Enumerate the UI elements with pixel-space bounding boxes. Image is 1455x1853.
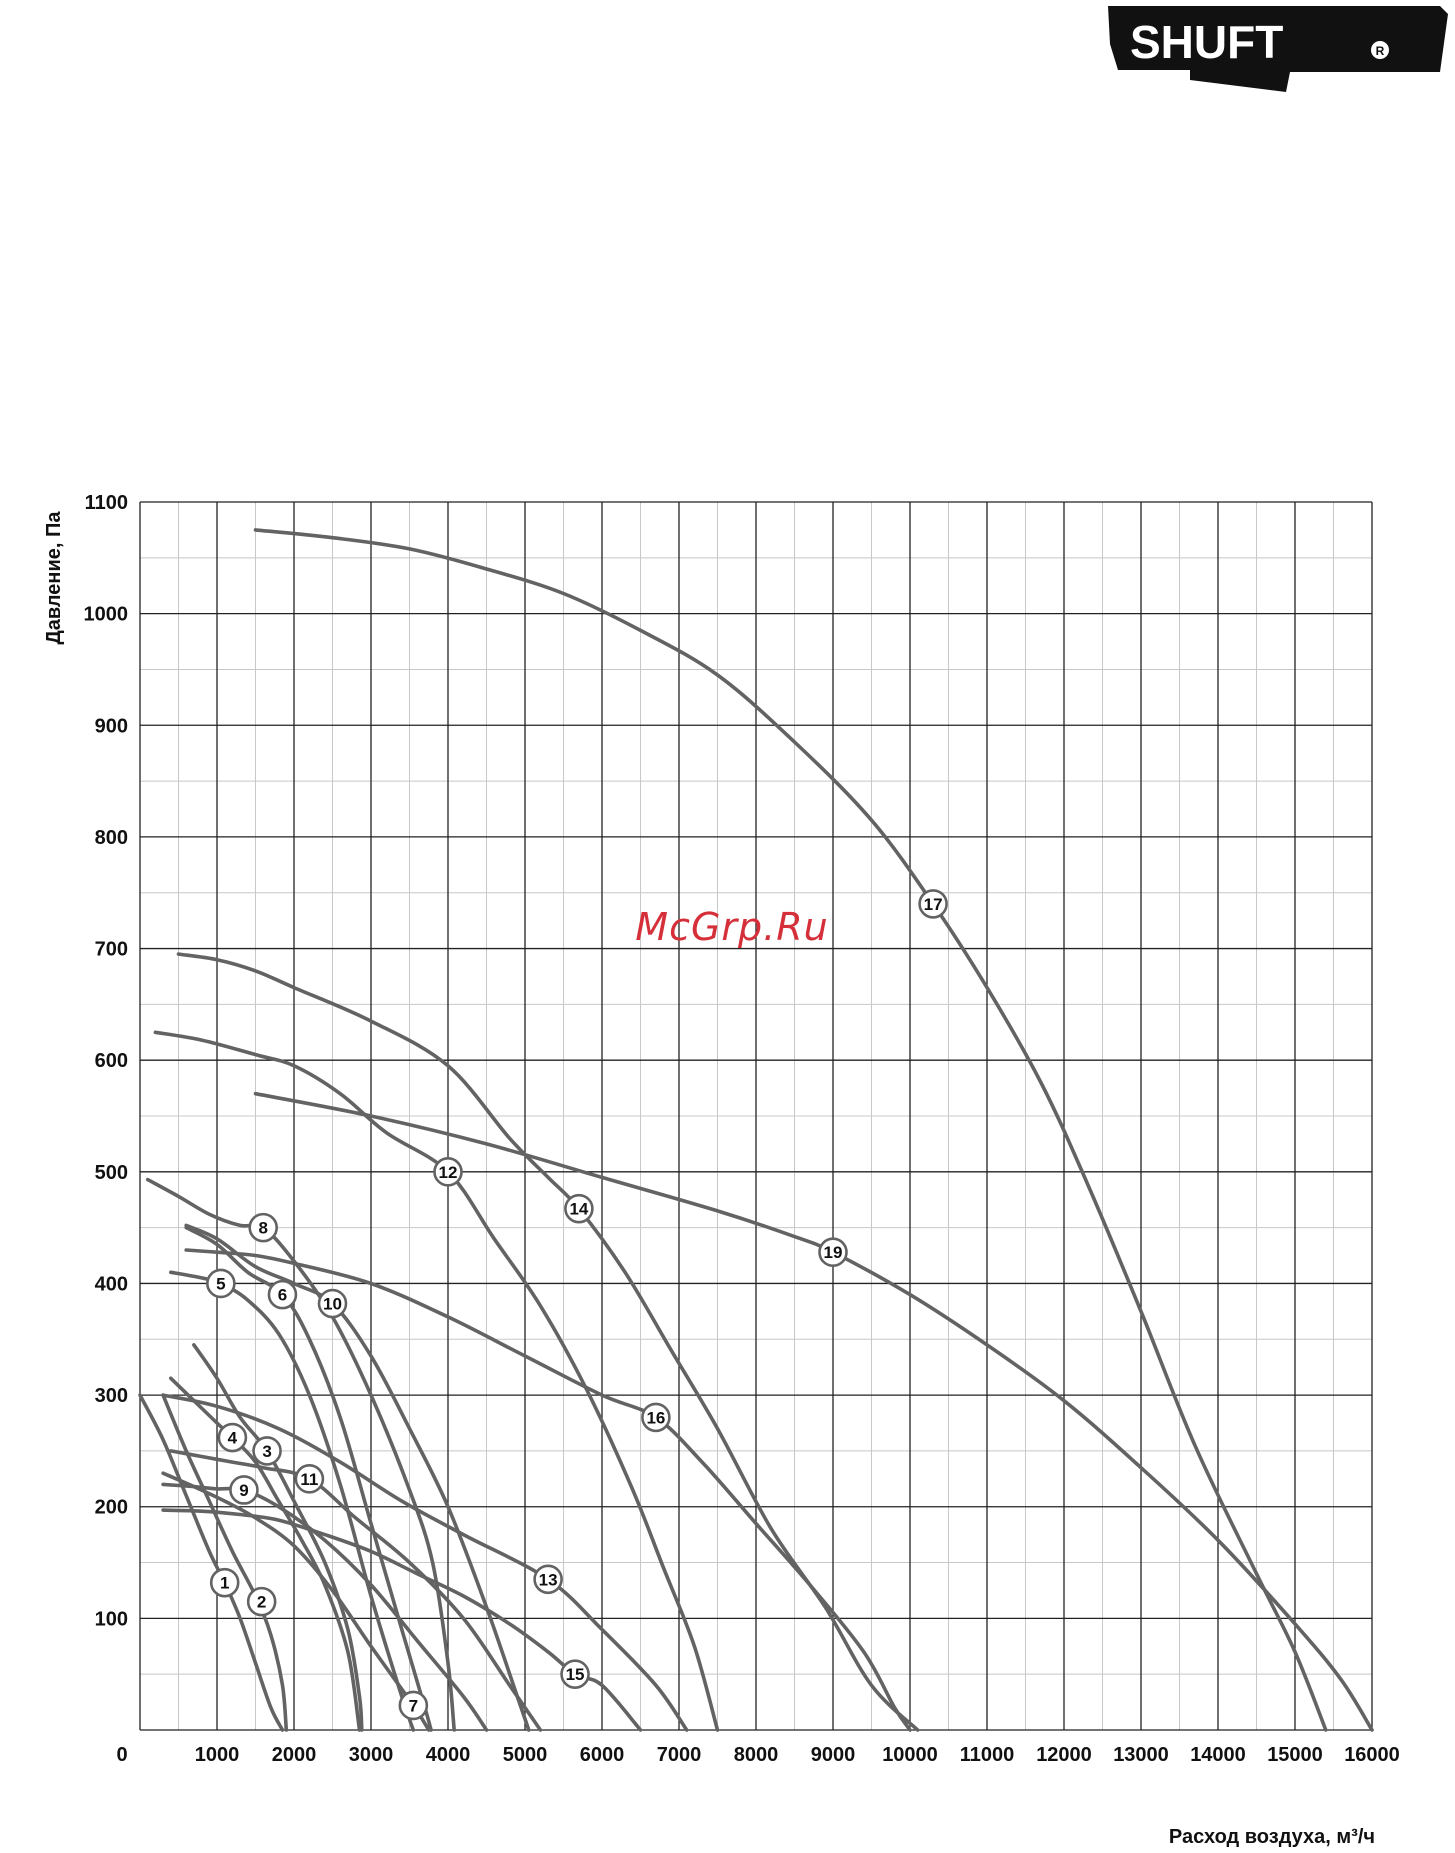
curve-3-label: 3 [262, 1442, 271, 1461]
curve-17-marker [918, 889, 948, 919]
curve-19 [253, 1091, 1374, 1732]
x-tick-label: 7000 [657, 1744, 702, 1766]
curve-15-marker [560, 1659, 590, 1689]
y-tick-label: 500 [95, 1162, 128, 1184]
x-tick-label: 1000 [195, 1744, 240, 1766]
curve-3 [192, 1343, 364, 1732]
curve-16 [184, 1248, 912, 1732]
y-tick-label: 1000 [84, 604, 129, 626]
x-tick-label: 4000 [426, 1744, 471, 1766]
curve-7 [161, 1471, 431, 1732]
x-tick-label: 9000 [811, 1744, 856, 1766]
curve-3-marker [252, 1436, 282, 1466]
curve-1-label: 1 [220, 1574, 229, 1593]
x-tick-label: 3000 [349, 1744, 394, 1766]
curve-16-marker [641, 1402, 671, 1433]
watermark: McGrp.Ru [635, 905, 828, 949]
shuft-logo: SHUFT R [1108, 6, 1448, 92]
logo-text: SHUFT [1130, 16, 1283, 68]
curve-12 [153, 1030, 720, 1732]
grid-minor [140, 502, 1372, 1730]
x-tick-label: 5000 [503, 1744, 548, 1766]
curve-7-label: 7 [409, 1696, 418, 1715]
curve-12-marker [433, 1157, 463, 1187]
curve-11-label: 11 [300, 1470, 318, 1489]
curve-9-label: 9 [239, 1481, 248, 1500]
y-tick-label: 200 [95, 1497, 128, 1519]
curve-11-marker [294, 1464, 325, 1494]
curve-5-label: 5 [216, 1274, 225, 1293]
x-tick-label: 2000 [272, 1744, 317, 1766]
y-tick-label: 600 [95, 1050, 128, 1072]
curve-2-label: 2 [257, 1593, 266, 1612]
curve-10-label: 10 [323, 1295, 342, 1314]
curve-16-label: 16 [646, 1408, 665, 1427]
x-axis-title: Расход воздуха, м³/ч [1169, 1826, 1375, 1848]
curve-2-marker [246, 1586, 277, 1617]
curve-13 [161, 1393, 689, 1732]
x-tick-labels: 1000 2000 3000 4000 5000 6000 7000 8000 9000 1000… [195, 1744, 1400, 1766]
curve-14-marker [564, 1193, 594, 1224]
x-tick-label: 11000 [960, 1744, 1015, 1766]
curve-8-marker [248, 1212, 279, 1243]
x-tick-label: 12000 [1036, 1744, 1092, 1766]
y-tick-label: 900 [95, 715, 128, 737]
y-tick-label: 700 [95, 939, 128, 961]
x-tick-label: 15000 [1267, 1744, 1323, 1766]
curve-17 [253, 528, 1328, 1732]
curve-4 [169, 1376, 362, 1732]
x-tick-label: 10000 [882, 1744, 938, 1766]
curve-4-marker [217, 1422, 248, 1453]
curve-8-label: 8 [258, 1219, 267, 1238]
registered-mark: R [1376, 44, 1385, 58]
curve-6-label: 6 [278, 1286, 287, 1305]
x-tick-label: 16000 [1344, 1744, 1400, 1766]
y-axis-title: Давление, Па [43, 511, 65, 645]
curve-15-label: 15 [566, 1665, 585, 1684]
curve-6-marker [267, 1279, 298, 1310]
curve-19-label: 19 [824, 1243, 843, 1262]
curve-12-label: 12 [439, 1163, 458, 1182]
curve-6 [184, 1225, 433, 1732]
curve-13-label: 13 [539, 1570, 558, 1589]
y-tick-label: 800 [95, 827, 128, 849]
curve-11 [169, 1449, 543, 1732]
curve-19-marker [818, 1237, 848, 1267]
y-tick-label: 300 [95, 1385, 128, 1407]
curve-5-marker [206, 1268, 236, 1299]
curve-17-label: 17 [924, 895, 943, 914]
curve-10 [184, 1223, 531, 1732]
x-tick-label: 13000 [1113, 1744, 1169, 1766]
curve-14 [176, 952, 920, 1732]
y-tick-label: 400 [95, 1273, 128, 1295]
y-tick-label: 100 [95, 1608, 128, 1630]
registered-mark-icon [1371, 41, 1389, 59]
curve-9-marker [229, 1475, 259, 1505]
y-tick-label: 1100 [85, 492, 128, 514]
curve-4-label: 4 [228, 1429, 238, 1448]
curve-7-marker [398, 1690, 429, 1721]
curve-13-marker [533, 1564, 563, 1595]
curve-10-marker [317, 1288, 348, 1319]
curve-14-label: 14 [569, 1200, 588, 1219]
curve-1-marker [209, 1567, 240, 1598]
x-tick-label: 8000 [734, 1744, 779, 1766]
y-tick-labels: 100 200 300 400 500 600 700 800 900 1000 1100 [84, 492, 129, 1630]
origin-tick-label: 0 [116, 1744, 127, 1766]
x-tick-label: 6000 [580, 1744, 625, 1766]
x-tick-label: 14000 [1190, 1744, 1246, 1766]
